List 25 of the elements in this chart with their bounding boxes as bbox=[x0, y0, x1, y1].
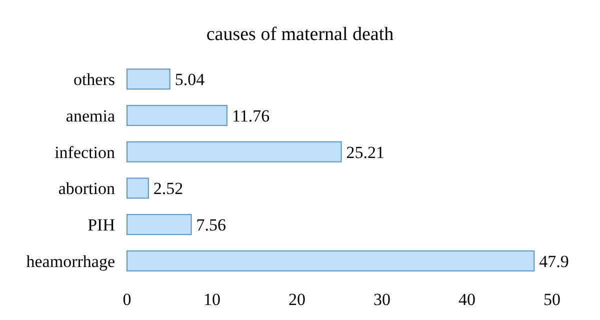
bar bbox=[126, 178, 149, 199]
y-tick-label: others bbox=[73, 70, 115, 90]
bar bbox=[126, 250, 535, 272]
bar bbox=[126, 214, 192, 236]
x-tick-label: 30 bbox=[374, 290, 390, 309]
data-label: 7.56 bbox=[196, 215, 226, 234]
data-label: 11.76 bbox=[232, 106, 270, 126]
x-tick-label: 20 bbox=[288, 290, 306, 309]
y-tick-label: PIH bbox=[88, 215, 115, 234]
data-label: 5.04 bbox=[174, 70, 206, 90]
x-tick-label: 40 bbox=[458, 290, 476, 309]
chart-title: causes of maternal death bbox=[206, 24, 394, 45]
data-label: 47.9 bbox=[539, 252, 569, 271]
x-tick-label: 50 bbox=[544, 290, 560, 309]
bar bbox=[126, 141, 342, 162]
y-tick-label: abortion bbox=[58, 179, 116, 198]
y-tick-label: infection bbox=[54, 142, 116, 162]
y-tick-label: anemia bbox=[66, 106, 116, 126]
bar bbox=[126, 68, 170, 90]
data-label: 2.52 bbox=[153, 179, 184, 198]
data-label: 25.21 bbox=[346, 142, 385, 162]
y-tick-label: heamorrhage bbox=[26, 252, 115, 271]
bar bbox=[126, 104, 228, 126]
x-tick-label: 0 bbox=[122, 290, 132, 309]
x-tick-label: 10 bbox=[204, 290, 220, 309]
